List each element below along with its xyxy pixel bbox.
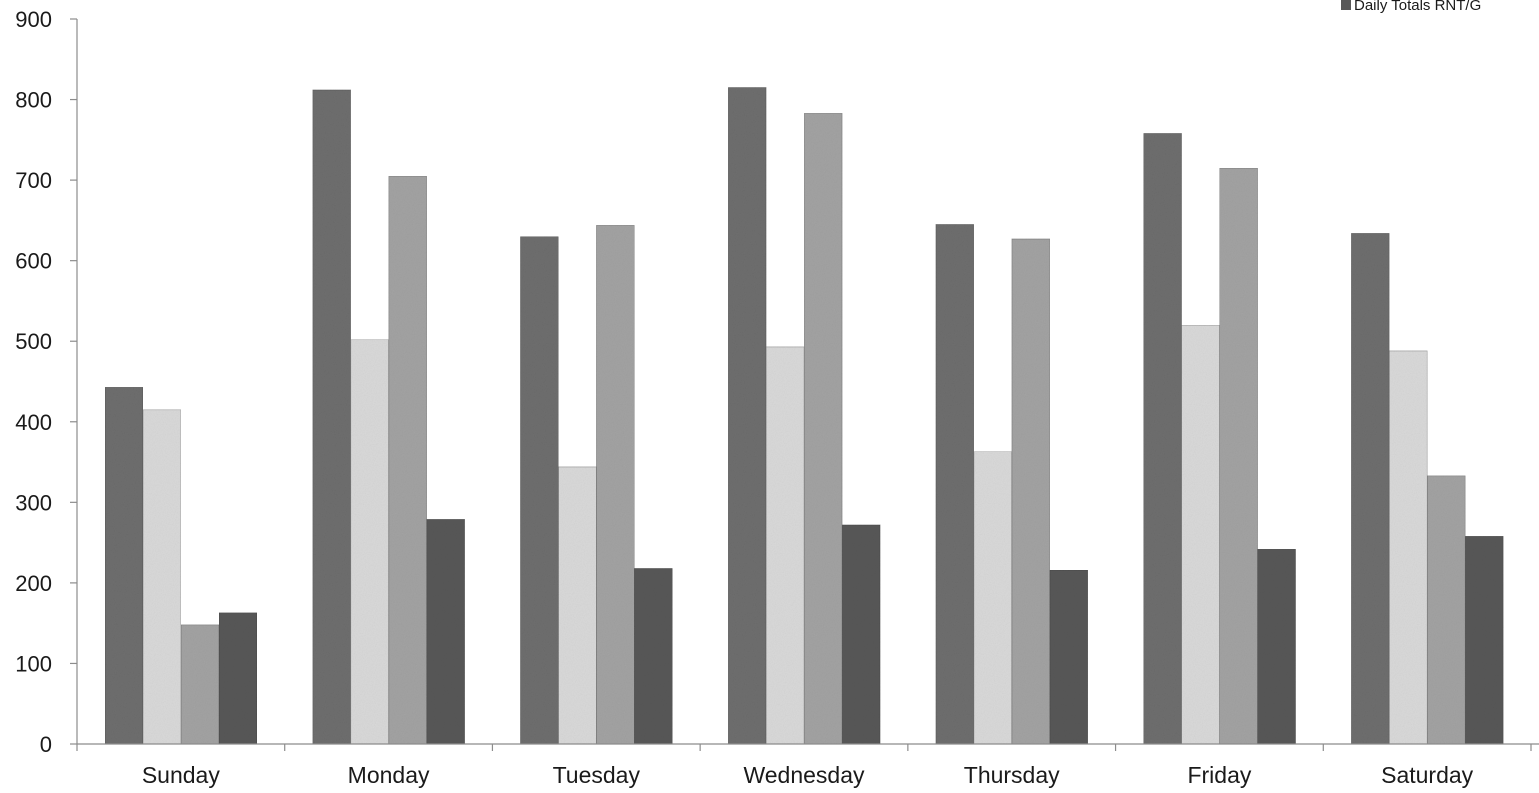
bar-series-4 — [218, 612, 258, 745]
bar-series-2 — [973, 451, 1013, 745]
category-label: Thursday — [964, 762, 1060, 788]
y-tick-label: 200 — [15, 571, 52, 596]
bar-series-4 — [1464, 535, 1504, 745]
y-tick-label: 400 — [15, 410, 52, 435]
bar-series-3 — [803, 112, 843, 745]
bar-series-2 — [1388, 350, 1428, 745]
y-tick-label: 100 — [15, 651, 52, 676]
bar-series-3 — [1219, 167, 1258, 745]
category-label: Friday — [1187, 762, 1251, 788]
y-tick-label: 700 — [15, 168, 52, 193]
bar-series-2 — [1181, 324, 1220, 745]
bar-series-1 — [104, 386, 144, 745]
legend-label: Daily Totals RNT/G — [1354, 0, 1481, 14]
bar-series-2 — [558, 466, 597, 745]
y-tick-label: 600 — [15, 249, 52, 274]
bar-series-3 — [180, 624, 220, 745]
legend-swatch — [1341, 0, 1351, 10]
bar-series-3 — [596, 224, 635, 745]
bar-series-3 — [1011, 238, 1051, 745]
category-label: Monday — [348, 762, 430, 788]
category-label: Sunday — [142, 762, 221, 788]
bar-series-4 — [1257, 548, 1296, 745]
bar-series-4 — [841, 524, 881, 745]
y-axis: 0 100 200 300 400 500 600 700 800 900 — [15, 7, 78, 757]
bar-series-2 — [765, 346, 805, 745]
bar-series-4 — [1049, 569, 1089, 745]
category-label: Saturday — [1381, 762, 1474, 788]
category-label: Tuesday — [553, 762, 641, 788]
y-tick-label: 500 — [15, 329, 52, 354]
bar-series-1 — [727, 87, 767, 745]
bar-series-1 — [520, 236, 559, 745]
y-tick-label: 0 — [40, 732, 52, 757]
y-tick-label: 900 — [15, 7, 52, 32]
x-axis: Sunday Monday Tuesday Wednesday Thursday Frid… — [76, 743, 1539, 788]
bar-series-4 — [426, 518, 466, 745]
bar-series-2 — [142, 409, 182, 745]
bar-series-1 — [312, 89, 352, 745]
bar-series-2 — [350, 339, 390, 745]
y-tick-label: 300 — [15, 490, 52, 515]
bar-series-3 — [1426, 475, 1466, 745]
bar-series-1 — [1350, 232, 1390, 745]
y-tick-label: 800 — [15, 88, 52, 113]
bar-series-4 — [634, 567, 673, 745]
bar-series-1 — [935, 224, 975, 745]
bar-series-3 — [388, 175, 428, 745]
category-label: Wednesday — [743, 762, 865, 788]
bars-group — [104, 87, 1504, 745]
legend: Daily Totals RNT/G — [1341, 0, 1481, 14]
bar-series-1 — [1143, 132, 1182, 745]
